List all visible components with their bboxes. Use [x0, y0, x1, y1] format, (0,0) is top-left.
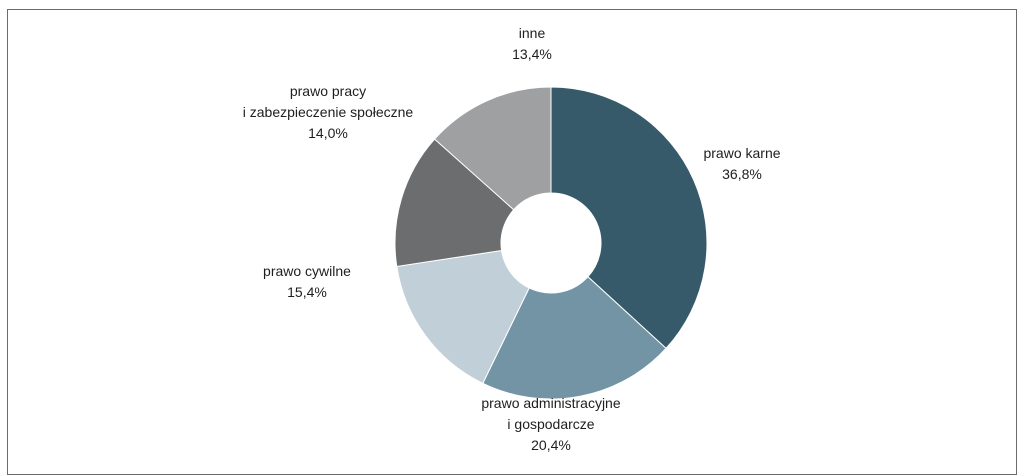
donut-slice — [550, 86, 708, 350]
slice-category-label: i zabezpieczenie społeczne — [243, 104, 414, 120]
slice-value-label: 14,0% — [308, 125, 348, 141]
slice-value-label: 36,8% — [722, 166, 762, 182]
slice-category-label: prawo administracyjne — [481, 395, 620, 411]
slice-category-label: prawo cywilne — [263, 263, 351, 279]
slice-value-label: 15,4% — [287, 284, 327, 300]
donut-slice — [394, 138, 515, 268]
donut-slice — [482, 276, 667, 400]
slice-value-label: 20,4% — [531, 437, 571, 453]
donut-slice — [396, 249, 530, 384]
slice-category-label: inne — [519, 25, 546, 41]
slice-labels: prawo karne 36,8% prawo administracyjne i g… — [243, 25, 781, 453]
slice-category-label: prawo karne — [703, 145, 780, 161]
slice-category-label: prawo pracy — [290, 83, 366, 99]
chart-frame — [7, 9, 1017, 475]
donut-slice — [433, 86, 552, 211]
slice-category-label: i gospodarcze — [507, 416, 594, 432]
donut-slices — [394, 86, 708, 400]
slice-value-label: 13,4% — [512, 46, 552, 62]
